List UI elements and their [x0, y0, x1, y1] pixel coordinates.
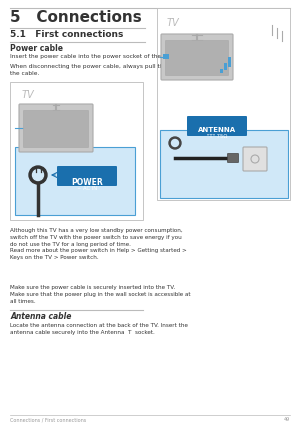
FancyBboxPatch shape	[161, 34, 233, 80]
Circle shape	[32, 170, 44, 181]
Text: "T" 75Ω: "T" 75Ω	[207, 134, 227, 139]
Text: 5.1   First connections: 5.1 First connections	[10, 30, 123, 39]
Bar	[228, 57, 230, 67]
FancyBboxPatch shape	[10, 82, 143, 220]
Text: When disconnecting the power cable, always pull the plug, never
the cable.: When disconnecting the power cable, alwa…	[10, 64, 202, 76]
FancyBboxPatch shape	[243, 147, 267, 171]
Text: Although this TV has a very low standby power consumption,
switch off the TV wit: Although this TV has a very low standby …	[10, 228, 187, 260]
Text: TV: TV	[167, 18, 180, 28]
Text: Power cable: Power cable	[10, 44, 63, 53]
Text: Antenna cable: Antenna cable	[10, 312, 71, 321]
Text: TV: TV	[22, 90, 34, 100]
Circle shape	[169, 137, 181, 149]
Text: POWER: POWER	[71, 178, 103, 187]
FancyBboxPatch shape	[157, 8, 290, 200]
Text: Insert the power cable into the power socket of the TV.: Insert the power cable into the power so…	[10, 54, 172, 59]
Bar	[163, 54, 169, 59]
Text: Connections / First connections: Connections / First connections	[10, 417, 86, 422]
Text: ANTENNA: ANTENNA	[198, 127, 236, 133]
Text: 49: 49	[284, 417, 290, 422]
FancyBboxPatch shape	[166, 40, 229, 76]
FancyBboxPatch shape	[160, 130, 288, 198]
FancyBboxPatch shape	[15, 147, 135, 215]
FancyBboxPatch shape	[19, 104, 93, 152]
Circle shape	[29, 166, 47, 184]
Text: Locate the antenna connection at the back of the TV. Insert the
antenna cable se: Locate the antenna connection at the bac…	[10, 323, 188, 335]
FancyBboxPatch shape	[227, 153, 239, 162]
FancyBboxPatch shape	[57, 166, 117, 186]
Bar	[224, 63, 226, 70]
Text: 5   Connections: 5 Connections	[10, 10, 142, 25]
Text: ~ AC IN: ~ AC IN	[77, 185, 97, 190]
Bar	[220, 69, 223, 73]
FancyBboxPatch shape	[23, 110, 88, 147]
Circle shape	[172, 139, 178, 147]
FancyBboxPatch shape	[187, 116, 247, 136]
Text: Make sure the power cable is securely inserted into the TV.
Make sure that the p: Make sure the power cable is securely in…	[10, 285, 190, 303]
